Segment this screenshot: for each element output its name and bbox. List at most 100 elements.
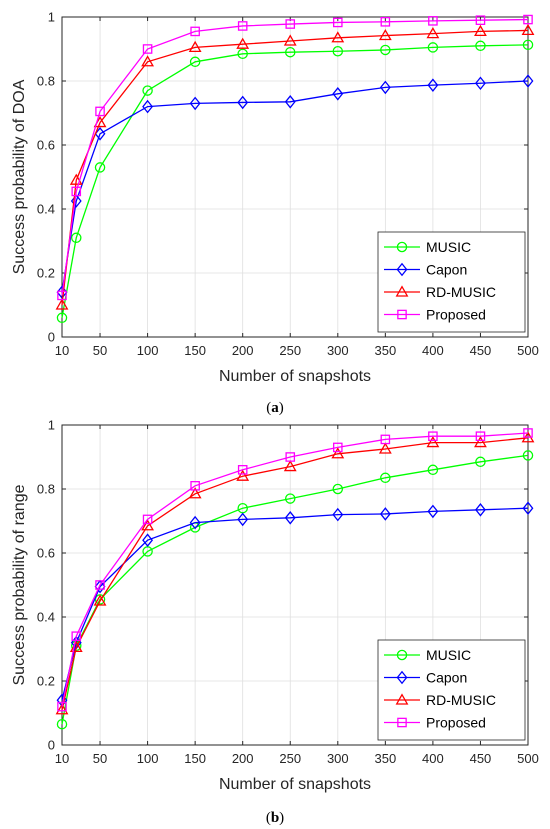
x-tick-label: 450	[470, 343, 492, 358]
chart-panel-a: 10 50 100 150 200 250 300 350 400 450 500 0 0.2 0.4 0.…	[11, 10, 539, 417]
data-point	[190, 481, 200, 491]
legend-marker	[396, 670, 408, 685]
series-line	[61, 80, 529, 293]
data-point	[332, 483, 344, 495]
legend: MUSIC Capon RD-MUSIC Proposed	[377, 231, 526, 333]
data-point	[70, 194, 82, 208]
x-tick-label: 50	[93, 343, 107, 358]
data-point	[332, 45, 344, 57]
y-axis-label: Success probability of DOA	[11, 79, 28, 274]
series-line	[61, 18, 529, 296]
data-point	[142, 514, 153, 525]
data-point	[523, 428, 533, 438]
data-point	[236, 37, 250, 49]
data-point	[284, 46, 296, 58]
y-tick-label: 0.4	[37, 610, 55, 625]
y-tick-label: 0.6	[37, 546, 55, 561]
data-point	[426, 27, 440, 39]
legend-entry: RD-MUSIC	[426, 284, 496, 300]
legend-entry: MUSIC	[426, 647, 471, 663]
y-tick-label: 0.2	[37, 674, 55, 689]
data-point	[523, 14, 533, 25]
data-point	[142, 533, 154, 547]
legend-marker	[395, 693, 409, 705]
y-tick-label: 0.8	[37, 482, 55, 497]
data-point	[190, 26, 200, 37]
data-point	[237, 21, 248, 31]
data-point	[188, 40, 202, 53]
data-point	[236, 469, 250, 481]
series-line	[61, 507, 529, 701]
y-tick-label: 0	[48, 738, 55, 753]
data-point	[380, 17, 391, 27]
data-point	[427, 504, 439, 519]
axes-box	[61, 424, 529, 746]
y-axis-label: Success probability of range	[11, 484, 28, 685]
data-point	[427, 42, 439, 53]
data-point	[379, 507, 391, 521]
data-point	[474, 24, 487, 37]
data-point	[55, 298, 69, 310]
data-point	[56, 285, 68, 299]
chart-panel-b: 10 50 100 150 200 250 300 350 400 450 500 0 0.2 0.4 0.…	[11, 418, 539, 827]
series-rd-music	[55, 431, 535, 715]
data-point	[94, 579, 106, 594]
data-point	[475, 456, 486, 468]
x-tick-label: 100	[137, 751, 159, 766]
series-capon	[56, 74, 534, 299]
data-point	[94, 162, 106, 173]
y-tick-label: 0	[48, 330, 55, 345]
y-tick-label: 0.4	[37, 202, 55, 217]
data-point	[475, 76, 486, 91]
data-point	[189, 56, 201, 68]
data-point	[332, 87, 344, 101]
series-line	[61, 432, 529, 707]
series-line	[61, 29, 529, 306]
series-line	[61, 454, 529, 725]
x-tick-label: 250	[279, 343, 301, 358]
data-point	[331, 31, 345, 43]
data-point	[283, 34, 297, 46]
data-point	[141, 55, 155, 67]
y-tick-label: 0.2	[37, 266, 55, 281]
data-point	[95, 580, 105, 590]
legend-box	[377, 231, 526, 333]
data-point	[285, 19, 296, 29]
data-point	[71, 631, 82, 641]
x-tick-label: 250	[279, 751, 301, 766]
data-point	[71, 186, 82, 197]
data-point	[522, 74, 534, 88]
data-point	[380, 44, 391, 56]
series-proposed	[57, 14, 533, 301]
data-point	[57, 290, 67, 301]
legend-marker	[397, 717, 407, 728]
x-tick-label: 350	[374, 343, 396, 358]
data-point	[237, 95, 249, 110]
x-tick-label: 300	[327, 343, 349, 358]
series-proposed	[57, 428, 533, 712]
x-tick-label: 400	[422, 751, 444, 766]
data-point	[142, 99, 154, 114]
data-point	[142, 44, 153, 54]
legend-entry: Proposed	[426, 307, 486, 323]
y-tick-label: 0.8	[37, 74, 55, 89]
x-tick-label: 500	[517, 343, 539, 358]
x-tick-label: 50	[93, 751, 107, 766]
data-point	[237, 48, 248, 60]
data-point	[284, 511, 296, 525]
data-point	[380, 472, 391, 484]
data-point	[189, 96, 201, 111]
axes-box	[61, 16, 529, 338]
legend-marker	[397, 309, 407, 320]
x-tick-label: 500	[517, 751, 539, 766]
data-point	[333, 442, 343, 453]
legend-entry: RD-MUSIC	[426, 692, 496, 708]
data-point	[475, 503, 486, 517]
x-tick-label: 200	[232, 343, 254, 358]
x-tick-label: 400	[422, 343, 444, 358]
data-point	[55, 703, 69, 715]
data-point	[56, 312, 68, 324]
data-point	[237, 465, 248, 475]
data-point	[474, 435, 487, 448]
